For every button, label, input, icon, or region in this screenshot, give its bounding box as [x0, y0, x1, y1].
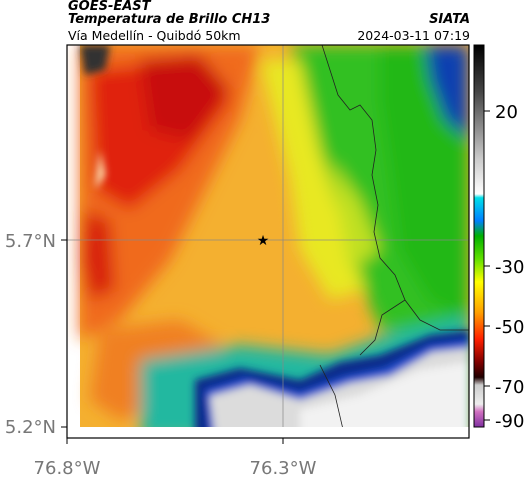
- y-tick-label: 5.2°N: [5, 417, 56, 438]
- colorbar-tick-label: -70: [495, 377, 524, 398]
- temperature-field: [67, 45, 469, 427]
- colorbar-tick-label: 20: [495, 102, 518, 123]
- x-tick-label: 76.8°W: [34, 458, 101, 479]
- map-frame: [66, 44, 470, 439]
- colorbar-tick-label: -50: [495, 317, 524, 338]
- organization-label: SIATA: [429, 12, 470, 27]
- colorbar-tick-label: -90: [495, 411, 524, 432]
- timestamp-label: 2024-03-11 07:19: [357, 28, 470, 43]
- colorbar: 20 -30 -50 -70 -90: [473, 44, 524, 432]
- star-marker-icon: ★: [257, 233, 270, 249]
- x-tick-label: 76.3°W: [250, 458, 317, 479]
- product-title: Temperatura de Brillo CH13: [68, 12, 271, 27]
- y-tick-label: 5.7°N: [5, 231, 56, 252]
- region-subtitle: Vía Medellín - Quibdó 50km: [68, 28, 241, 43]
- satellite-label: GOES-EAST: [68, 0, 151, 14]
- colorbar-tick-label: -30: [495, 257, 524, 278]
